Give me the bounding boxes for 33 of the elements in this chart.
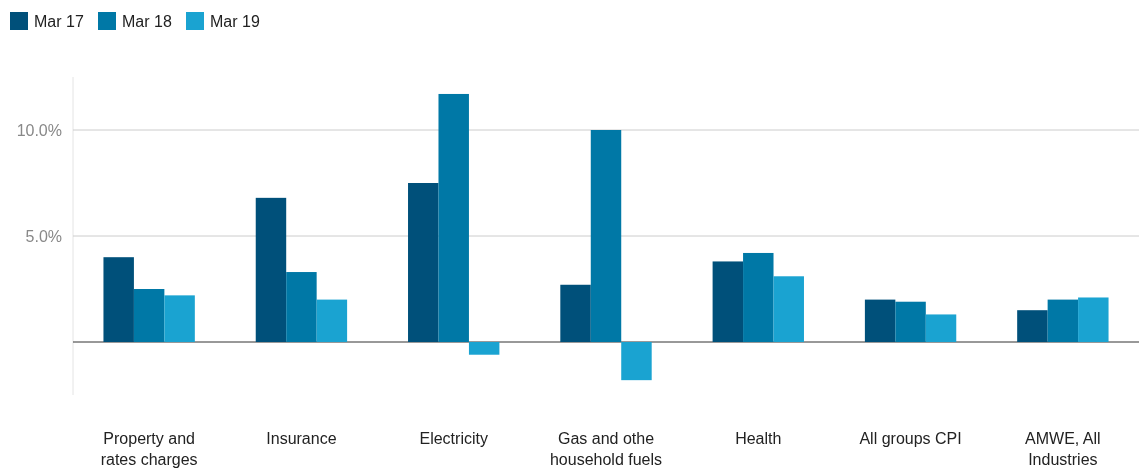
- x-tick-label: AMWE, All Industries: [1025, 430, 1101, 468]
- x-tick-label: Electricity: [419, 430, 488, 447]
- bar: [468, 342, 500, 355]
- bar: [773, 276, 804, 342]
- bar: [560, 284, 591, 342]
- bar: [408, 183, 439, 342]
- bar: [590, 130, 622, 342]
- bar: [103, 257, 134, 342]
- bar: [864, 299, 896, 342]
- x-tick-label: Insurance: [266, 430, 337, 447]
- bar: [1078, 297, 1109, 342]
- x-tick-label: Gas and othe household fuels: [549, 430, 663, 468]
- bar: [316, 299, 348, 342]
- bar: [712, 261, 744, 342]
- legend-label: Mar 18: [122, 12, 172, 30]
- bar: [286, 272, 317, 342]
- x-tick-label: Health: [735, 430, 782, 447]
- bar: [133, 289, 165, 342]
- y-tick-label: 10.0%: [16, 121, 62, 139]
- bar: [1047, 299, 1079, 342]
- bar: [895, 301, 926, 342]
- x-tick-label: All groups CPI: [859, 430, 962, 447]
- bar: [1017, 310, 1048, 342]
- y-tick-label: 5.0%: [25, 227, 62, 245]
- bar: [743, 252, 774, 342]
- bar: [621, 342, 652, 381]
- legend-label: Mar 17: [34, 12, 84, 30]
- bar: [164, 295, 195, 342]
- x-tick-label: Property and rates charges: [100, 430, 198, 468]
- legend-label: Mar 19: [210, 12, 260, 30]
- bar: [255, 197, 287, 342]
- bar: [925, 314, 957, 342]
- bar: [438, 93, 469, 342]
